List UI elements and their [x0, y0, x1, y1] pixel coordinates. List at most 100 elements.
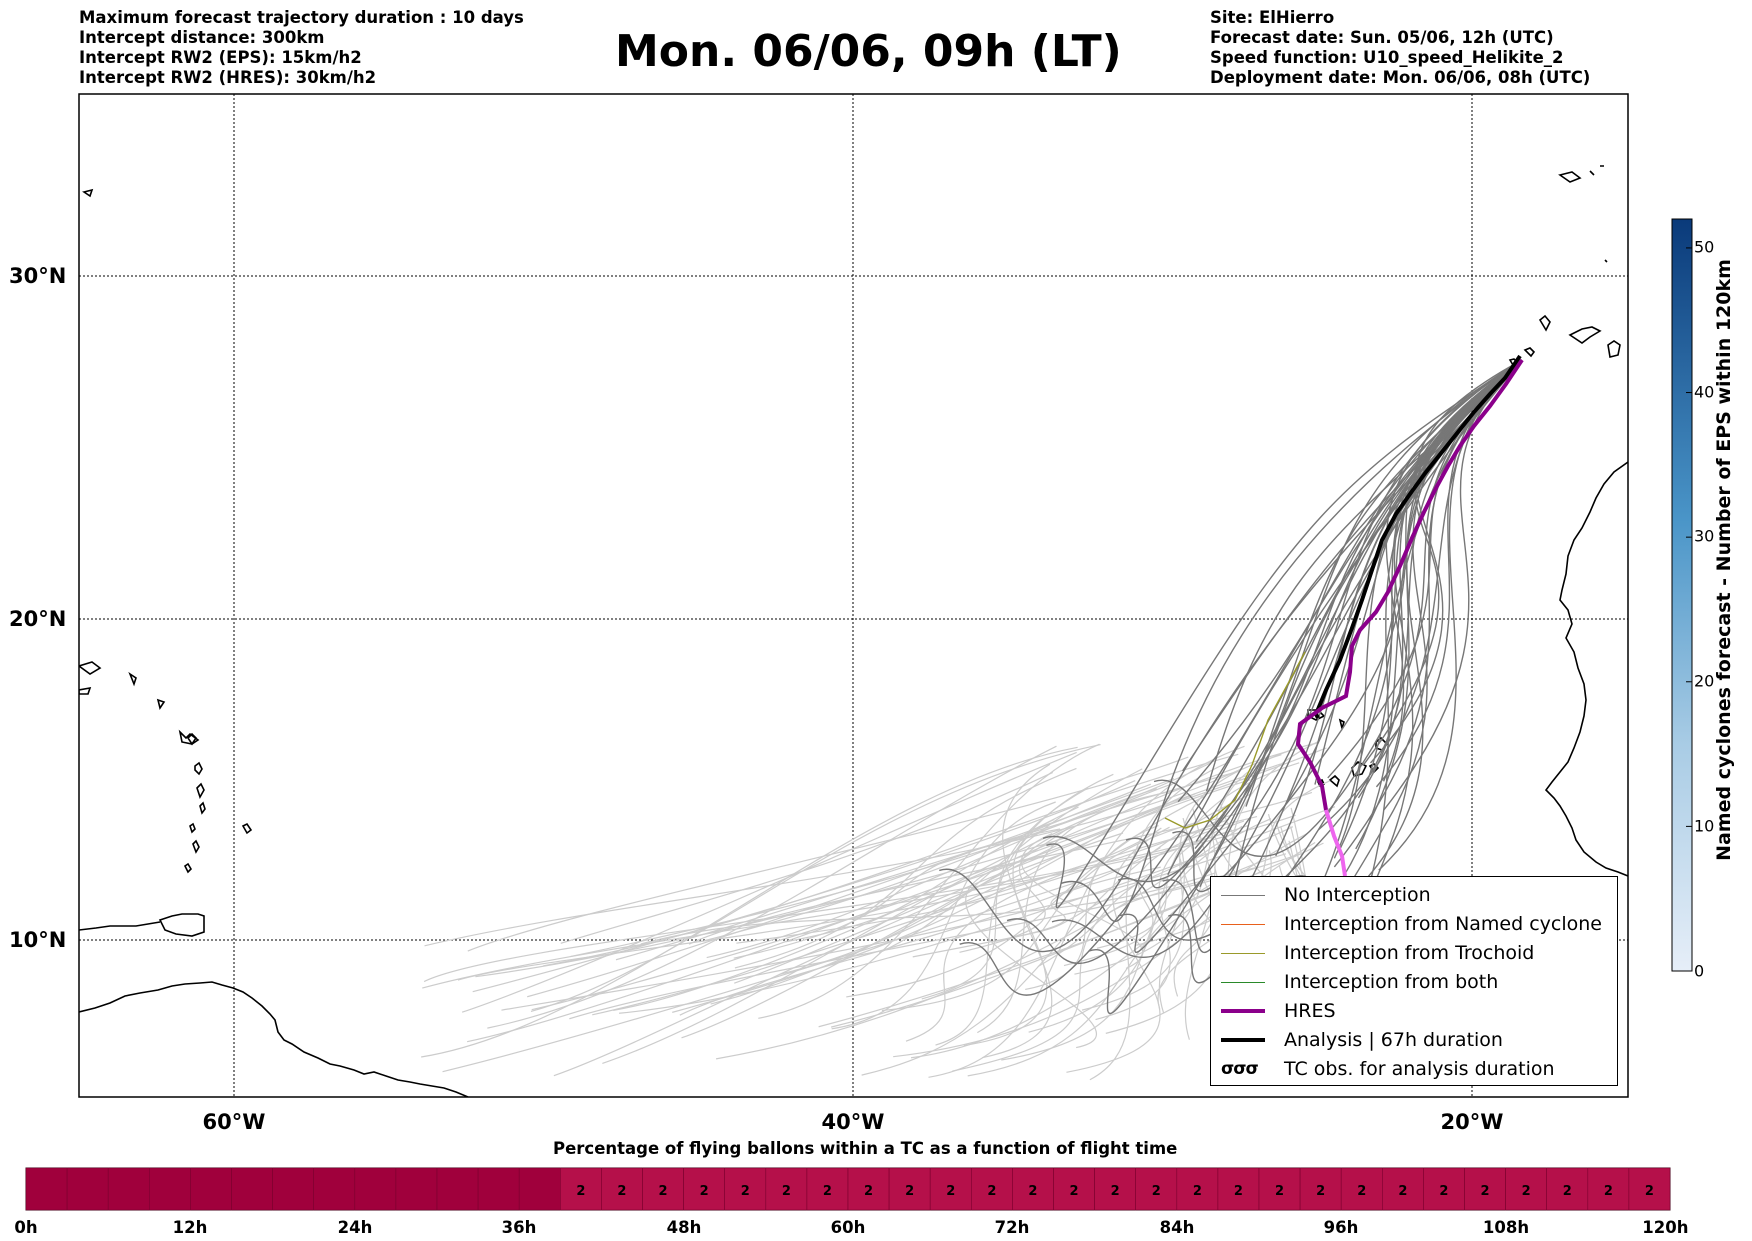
timeline-cell-value: 2 — [1316, 1184, 1326, 1199]
eps-trajectory-faint — [977, 790, 1176, 1034]
legend-item: Interception from Trochoid — [1221, 942, 1535, 964]
eps-trajectories-no-interception — [939, 359, 1523, 1015]
timeline-cell — [601, 1167, 643, 1211]
eps-trajectory — [1117, 359, 1523, 953]
coastline-south-america — [79, 981, 469, 1097]
timeline-cell-value: 2 — [1398, 1184, 1408, 1199]
colorbar-tick-label: 50 — [1694, 237, 1715, 257]
timeline-cell-value: 2 — [822, 1184, 832, 1199]
eps-trajectory-faint — [706, 788, 1157, 959]
timeline-cell — [929, 1167, 972, 1211]
timeline-cell-value: 2 — [658, 1184, 668, 1199]
colorbar-tick-marks — [1686, 247, 1692, 972]
timeline-cell-value: 2 — [1521, 1184, 1531, 1199]
eps-trajectory-faint — [475, 747, 1327, 978]
legend-swatch — [1221, 1009, 1265, 1013]
legend-label: TC obs. for analysis duration — [1284, 1058, 1555, 1080]
trajectory-hres — [1295, 358, 1524, 811]
eps-trajectory-faint — [963, 763, 1051, 1047]
eps-trajectory — [1006, 359, 1523, 965]
legend-label: Analysis | 67h duration — [1284, 1029, 1503, 1051]
highlighted-trajectories — [1164, 354, 1524, 877]
eps-trajectory-faint — [527, 778, 1175, 998]
timeline-cell — [1094, 1167, 1136, 1211]
legend-item: HRES — [1221, 1000, 1336, 1022]
eps-trajectory-faint — [785, 806, 1079, 943]
legend-item: σσσ TC obs. for analysis duration — [1221, 1058, 1555, 1080]
eps-trajectory-faint — [935, 773, 1114, 1046]
timeline-cell — [1012, 1167, 1054, 1211]
trajectory-trochoid-interception — [1164, 651, 1306, 829]
colorbar-tick-label: 20 — [1694, 671, 1715, 691]
timeline-cell — [313, 1167, 356, 1211]
legend-item: No Interception — [1221, 884, 1431, 906]
timeline-cell — [1176, 1167, 1219, 1211]
eps-trajectory-faint — [736, 818, 1230, 944]
coastline-venezuela-north — [79, 921, 161, 931]
legend-label: Interception from Trochoid — [1284, 942, 1535, 964]
map-gridlines — [79, 94, 1628, 1097]
eps-trajectory — [1327, 359, 1523, 779]
timeline-cell — [847, 1167, 890, 1211]
eps-trajectory-faint — [965, 854, 1097, 1049]
legend-swatch — [1221, 894, 1265, 896]
timeline-cell — [107, 1167, 150, 1211]
timeline-tick-label: 36h — [501, 1218, 537, 1237]
timeline-cell — [1382, 1167, 1424, 1211]
timeline-cell — [724, 1167, 767, 1211]
eps-trajectory-faint — [619, 806, 1336, 1014]
eps-trajectory — [1168, 359, 1523, 984]
timeline-cell — [518, 1167, 561, 1211]
timeline-cell-value: 2 — [1562, 1184, 1572, 1199]
timeline-cell-value: 2 — [740, 1184, 750, 1199]
timeline-tick-label: 48h — [666, 1218, 702, 1237]
page-title: Mon. 06/06, 09h (LT) — [615, 26, 1122, 77]
legend-label: Interception from both — [1284, 971, 1499, 993]
eps-trajectory-faint — [501, 826, 1294, 1011]
timeline-cell-value: 2 — [1275, 1184, 1285, 1199]
eps-trajectory-faint — [928, 745, 1245, 1078]
timeline-cell — [1464, 1167, 1506, 1211]
header-left-line: Intercept RW2 (EPS): 15km/h2 — [79, 48, 362, 67]
timeline-tick-label: 120h — [1642, 1218, 1689, 1237]
timeline-cell — [149, 1167, 191, 1211]
timeline-cell-value: 2 — [1480, 1184, 1490, 1199]
legend-label: HRES — [1284, 1000, 1336, 1022]
timeline-cell-value: 2 — [1644, 1184, 1654, 1199]
eps-trajectory-faint — [553, 832, 1124, 1077]
lat-label: 30°N — [9, 264, 67, 288]
eps-trajectory — [1333, 359, 1523, 859]
eps-trajectory-faint — [530, 743, 1101, 1012]
lon-label: 20°W — [1440, 1110, 1504, 1134]
eps-trajectory-faint — [831, 801, 1056, 1030]
eps-trajectory-faint — [424, 767, 1244, 947]
header-right-line: Site: ElHierro — [1210, 8, 1335, 27]
coastline-islands-small — [82, 165, 1621, 367]
header-left-line: Intercept RW2 (HRES): 30km/h2 — [79, 68, 377, 87]
eps-trajectory-faint — [818, 842, 1324, 1028]
eps-trajectory — [1125, 359, 1523, 889]
lat-label: 20°N — [9, 607, 67, 631]
timeline-cell-value: 2 — [1439, 1184, 1449, 1199]
timeline-cell-value: 2 — [1603, 1184, 1613, 1199]
timeline-cell — [436, 1167, 479, 1211]
timeline-title: Percentage of flying ballons within a TC… — [553, 1139, 1178, 1158]
coastlines — [79, 165, 1628, 1097]
colorbar-tick-label: 0 — [1694, 961, 1705, 981]
eps-trajectory-faint — [672, 825, 1117, 1013]
lat-label: 10°N — [9, 928, 67, 952]
eps-trajectory — [1042, 359, 1523, 883]
timeline-cell — [1258, 1167, 1301, 1211]
eps-trajectory-faint — [878, 768, 1143, 954]
header-right-line: Forecast date: Sun. 05/06, 12h (UTC) — [1210, 28, 1554, 47]
eps-trajectory-faint — [602, 781, 1178, 1064]
eps-trajectory — [1162, 359, 1523, 954]
timeline-cell — [272, 1167, 315, 1211]
coastline-puerto-rico-area — [79, 661, 200, 745]
timeline-cell — [1423, 1167, 1465, 1211]
timeline-cell-value: 2 — [1233, 1184, 1243, 1199]
eps-trajectory — [1195, 359, 1523, 842]
eps-trajectory-faint — [952, 875, 1148, 1072]
timeline-cell-value: 2 — [987, 1184, 997, 1199]
